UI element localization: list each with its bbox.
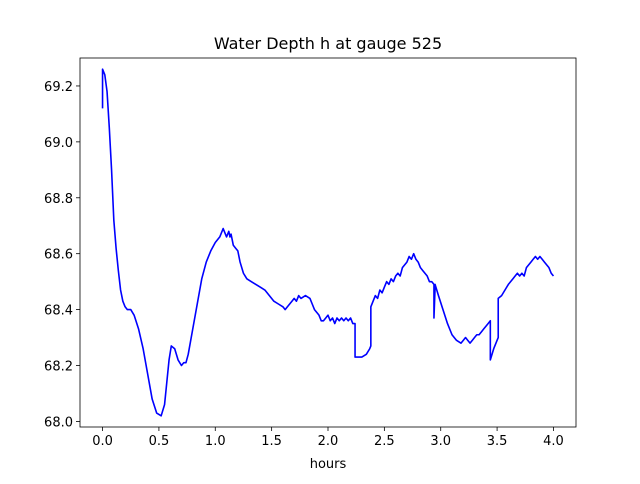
x-tick-label: 0.5 <box>149 434 170 449</box>
y-tick-label: 68.2 <box>44 360 73 375</box>
y-tick-label: 69.2 <box>44 80 73 95</box>
y-tick-label: 68.6 <box>44 248 73 263</box>
x-tick-label: 3.0 <box>430 434 451 449</box>
y-tick-label: 68.4 <box>44 304 73 319</box>
chart-title: Water Depth h at gauge 525 <box>214 34 442 53</box>
x-tick-label: 3.5 <box>487 434 508 449</box>
x-tick-label: 1.5 <box>261 434 282 449</box>
y-tick-label: 68.0 <box>44 415 73 430</box>
y-axis: 68.0 68.2 68.4 68.6 68.8 69.0 69.2 <box>44 80 80 430</box>
plot-area <box>101 68 555 417</box>
y-tick-label: 69.0 <box>44 136 73 151</box>
x-tick-label: 0.0 <box>92 434 113 449</box>
x-tick-label: 4.0 <box>543 434 564 449</box>
axes-frame <box>79 57 577 428</box>
x-tick-label: 2.0 <box>318 434 339 449</box>
x-tick-label: 1.0 <box>205 434 226 449</box>
x-tick-label: 2.5 <box>374 434 395 449</box>
y-tick-label: 68.8 <box>44 192 73 207</box>
x-axis-label: hours <box>310 457 347 472</box>
water-depth-series-line <box>101 68 555 417</box>
x-axis: 0.0 0.5 1.0 1.5 2.0 2.5 3.0 3.5 4.0 <box>92 427 564 449</box>
